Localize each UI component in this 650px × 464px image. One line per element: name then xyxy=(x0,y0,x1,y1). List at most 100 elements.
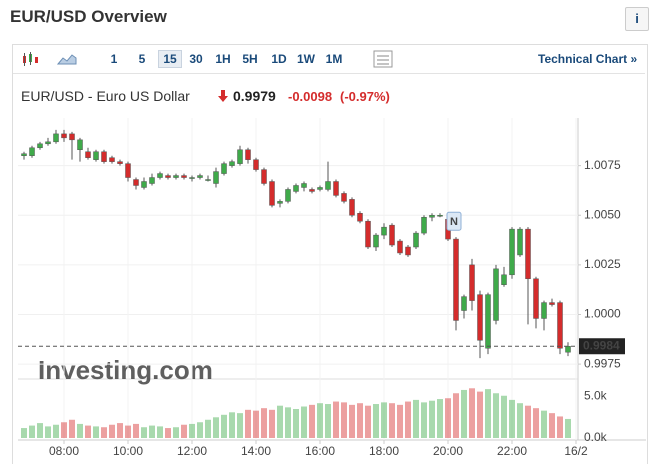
technical-text[interactable]: Technical Chart xyxy=(538,52,628,66)
candle-body xyxy=(421,216,427,234)
candle-body xyxy=(557,302,563,349)
x-tick-label: 16/2 xyxy=(564,444,588,458)
interval-button[interactable]: 5H xyxy=(242,52,258,66)
candle-body xyxy=(365,220,371,248)
candle-body xyxy=(133,179,139,186)
candle-body xyxy=(277,201,283,204)
candle-body xyxy=(285,189,291,202)
candle-body xyxy=(341,193,347,202)
candle-body xyxy=(389,224,395,246)
volume-bar xyxy=(333,401,339,438)
volume-bar xyxy=(229,412,235,438)
volume-bar xyxy=(437,399,443,438)
volume-bar xyxy=(525,405,531,438)
interval-button[interactable]: 1 xyxy=(110,52,118,66)
candle-body xyxy=(61,133,67,139)
candle-body xyxy=(349,199,355,216)
y-tick-label: 1.0000 xyxy=(584,307,621,321)
candle-body xyxy=(325,181,331,190)
volume-bar xyxy=(149,425,155,438)
volume-bar xyxy=(157,426,163,438)
candle-body xyxy=(485,294,491,349)
volume-bar xyxy=(413,399,419,438)
candle-body xyxy=(29,147,35,156)
x-tick-label: 16:00 xyxy=(305,444,335,458)
interval-button[interactable]: 1M xyxy=(325,52,343,66)
x-tick-label: 14:00 xyxy=(241,444,271,458)
settings-icon[interactable] xyxy=(373,50,393,68)
volume-bar xyxy=(77,423,83,438)
volume-bar xyxy=(285,407,291,438)
volume-bar xyxy=(21,428,27,438)
volume-bar xyxy=(277,405,283,438)
interval-button[interactable]: 5 xyxy=(138,52,146,66)
annotation-box xyxy=(446,211,462,231)
interval-button[interactable]: 1H xyxy=(215,52,231,66)
instrument-name: EUR/USD - Euro US Dollar xyxy=(21,88,190,104)
volume-bar xyxy=(85,425,91,438)
area-icon[interactable] xyxy=(57,53,77,65)
candle-body xyxy=(301,183,307,188)
volume-bar xyxy=(469,388,475,438)
volume-bar xyxy=(133,423,139,438)
volume-bar xyxy=(445,398,451,438)
candle-body xyxy=(173,175,179,178)
candle-body xyxy=(549,302,555,305)
candle-body xyxy=(157,173,163,178)
volume-bar xyxy=(29,425,35,438)
candle-body xyxy=(109,157,115,162)
volume-bar xyxy=(189,423,195,438)
volume-bar xyxy=(357,403,363,438)
volume-bar xyxy=(549,413,555,438)
candle-body xyxy=(429,215,435,218)
volume-bar xyxy=(197,422,203,438)
price-tag-label: 0.9984 xyxy=(583,338,620,352)
volume-bar xyxy=(557,416,563,438)
volume-bar xyxy=(269,409,275,438)
volume-tick-label: 5.0k xyxy=(584,389,608,403)
technical-link[interactable]: Technical Chart » xyxy=(538,52,637,66)
price-change-pct: (-0.97%) xyxy=(340,89,390,104)
candle-body xyxy=(237,149,243,164)
volume-bar xyxy=(181,424,187,438)
candle-body xyxy=(245,149,251,160)
candle-body xyxy=(461,296,467,311)
volume-bar xyxy=(421,402,427,438)
interval-button[interactable]: 1W xyxy=(297,52,315,66)
interval-button[interactable]: 1D xyxy=(271,52,287,66)
candle-body xyxy=(93,151,99,160)
candle-icon[interactable] xyxy=(21,51,39,67)
candle-body xyxy=(413,232,419,248)
volume-bar xyxy=(141,427,147,438)
candle-body xyxy=(189,177,195,179)
candle-body xyxy=(333,181,339,196)
candle-body xyxy=(437,215,443,217)
candle-body xyxy=(253,159,259,170)
candle-body xyxy=(381,226,387,236)
info-button[interactable]: i xyxy=(625,7,649,31)
candle-body xyxy=(85,151,91,158)
volume-bar xyxy=(101,427,107,438)
candle-body xyxy=(397,240,403,254)
volume-bar xyxy=(53,424,59,438)
price-change: -0.0098 xyxy=(288,89,333,104)
chart-panel xyxy=(12,44,648,464)
candle-body xyxy=(125,163,131,178)
candle-body xyxy=(357,213,363,222)
y-tick-label: 1.0075 xyxy=(584,158,621,172)
interval-button[interactable]: 15 xyxy=(158,50,182,68)
volume-bar xyxy=(205,419,211,438)
volume-bar xyxy=(565,418,571,438)
volume-bar xyxy=(405,401,411,438)
volume-bar xyxy=(397,404,403,438)
volume-bar xyxy=(93,426,99,438)
candle-body xyxy=(293,185,299,192)
volume-bar xyxy=(317,403,323,438)
volume-bar xyxy=(341,402,347,438)
candle-body xyxy=(165,175,171,178)
link-arrow[interactable]: » xyxy=(630,52,638,66)
interval-button[interactable]: 30 xyxy=(189,52,203,66)
volume-bar xyxy=(61,422,67,438)
